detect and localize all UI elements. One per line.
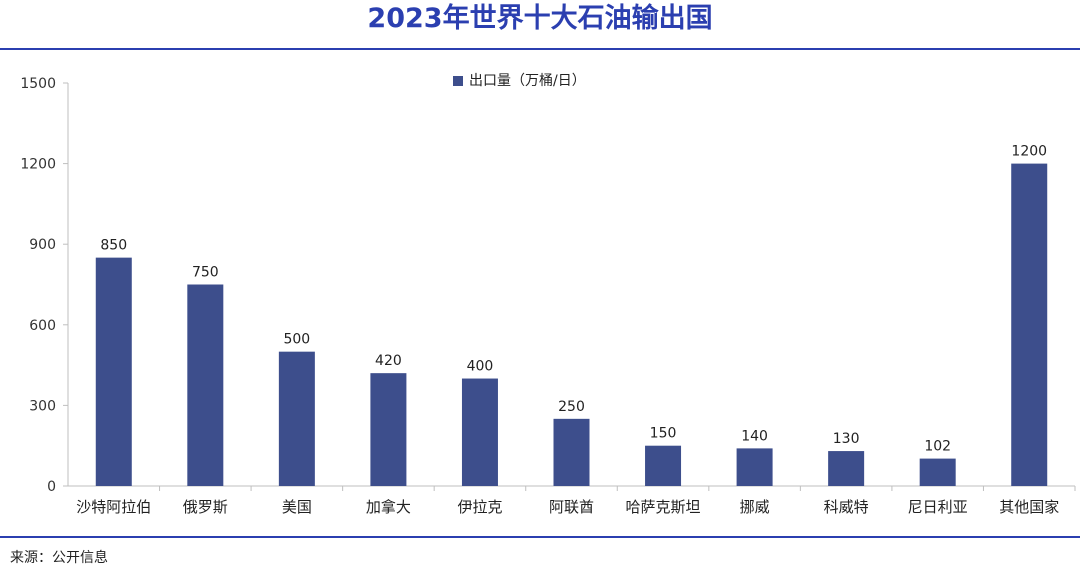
y-tick-label: 900 [29,237,56,253]
y-tick-label: 0 [47,479,56,495]
bar [645,445,682,486]
legend-label: 出口量（万桶/日） [469,73,586,89]
bar [95,257,132,486]
data-label: 1200 [1011,144,1047,160]
chart-title: 2023年世界十大石油输出国 [367,3,713,34]
bar [919,458,956,486]
bar [828,451,865,486]
source-note: 来源：公开信息 [10,550,108,566]
y-tick-label: 1200 [20,157,56,173]
data-label: 850 [100,238,127,254]
data-label: 140 [741,428,768,444]
bar [553,418,590,486]
y-tick-label: 600 [29,318,56,334]
bar-chart: 0 300 600 900 1200 1500 850 沙特阿拉伯 750 俄罗斯 500 美国 420… [20,76,1076,516]
x-tick-label: 尼日利亚 [908,498,968,516]
x-tick-label: 阿联酋 [549,498,594,516]
bar [278,351,315,486]
legend: 出口量（万桶/日） [453,71,586,91]
x-tick-label: 其他国家 [999,498,1059,516]
bar [1011,163,1048,486]
legend-swatch [453,76,463,86]
data-label: 420 [375,353,402,369]
footer-divider [0,536,1080,538]
data-label: 250 [558,399,585,415]
y-tick-label: 300 [29,398,56,414]
x-tick-label: 美国 [282,498,312,516]
x-tick-label: 哈萨克斯坦 [626,498,701,516]
data-label: 750 [192,265,219,281]
bar [187,284,224,486]
bar [461,378,498,486]
data-label: 400 [467,359,494,375]
data-label: 500 [283,332,310,348]
data-label: 102 [924,439,951,455]
title-divider [0,48,1080,50]
data-label: 130 [833,431,860,447]
x-tick-label: 伊拉克 [457,498,502,516]
bar [370,373,407,486]
x-tick-label: 俄罗斯 [183,498,228,516]
x-tick-label: 科威特 [824,498,869,516]
bar [736,448,773,486]
data-label: 150 [650,426,677,442]
y-tick-label: 1500 [20,76,56,92]
x-tick-label: 加拿大 [366,498,411,516]
x-tick-label: 沙特阿拉伯 [76,498,151,516]
x-tick-label: 挪威 [740,498,770,516]
